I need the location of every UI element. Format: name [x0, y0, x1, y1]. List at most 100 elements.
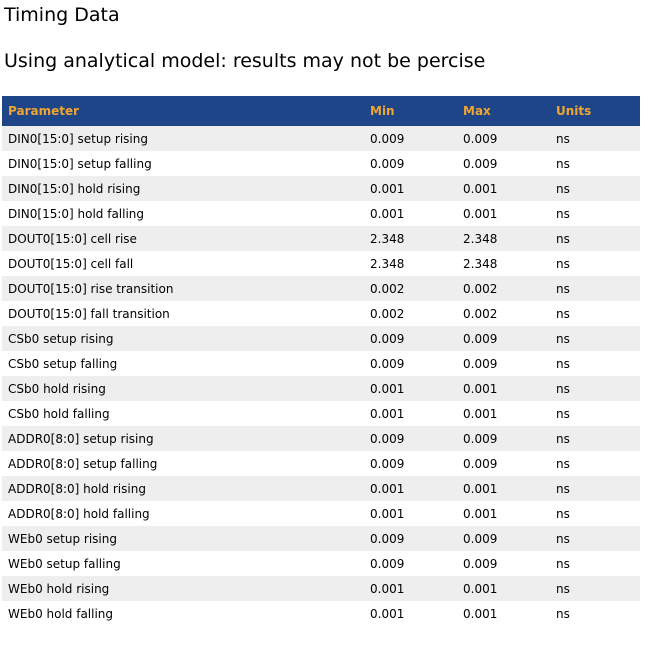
table-row: DOUT0[15:0] cell rise 2.348 2.348 ns	[2, 226, 640, 251]
table-row: DIN0[15:0] hold falling 0.001 0.001 ns	[2, 201, 640, 226]
table-cell: 2.348	[463, 256, 498, 271]
table-cell: WEb0 setup falling	[8, 556, 121, 571]
table-row: CSb0 hold rising 0.001 0.001 ns	[2, 376, 640, 401]
table-cell: 0.002	[463, 306, 498, 321]
table-cell: 0.009	[463, 356, 498, 371]
table-cell: 0.009	[370, 156, 405, 171]
table-cell: ns	[556, 256, 570, 271]
table-cell: ns	[550, 476, 640, 501]
table-cell: 0.009	[463, 556, 498, 571]
table-row: WEb0 setup rising 0.009 0.009 ns	[2, 526, 640, 551]
table-cell: 0.001	[364, 576, 457, 601]
table-cell: WEb0 hold rising	[2, 576, 364, 601]
table-cell: CSb0 setup rising	[2, 326, 364, 351]
table-row: DOUT0[15:0] fall transition 0.002 0.002 ns	[2, 301, 640, 326]
table-cell: 0.001	[370, 606, 405, 621]
table-cell: 0.009	[457, 426, 550, 451]
table-cell: CSb0 hold rising	[2, 376, 364, 401]
table-cell: ns	[550, 526, 640, 551]
table-cell: 2.348	[364, 226, 457, 251]
table-cell: 0.009	[457, 326, 550, 351]
table-row: DIN0[15:0] hold rising 0.001 0.001 ns	[2, 176, 640, 201]
table-cell: ns	[550, 276, 640, 301]
header-row: Parameter Min Max Units	[2, 96, 640, 126]
table-row: CSb0 setup falling 0.009 0.009 ns	[2, 351, 640, 376]
table-cell: ns	[550, 576, 640, 601]
table-cell: 0.009	[364, 326, 457, 351]
table-cell: ns	[550, 176, 640, 201]
table-cell: DIN0[15:0] setup falling	[8, 156, 152, 171]
table-cell: ns	[556, 156, 570, 171]
table-row: ADDR0[8:0] setup falling 0.009 0.009 ns	[2, 451, 640, 476]
table-cell: 0.009	[370, 556, 405, 571]
table-row: CSb0 hold falling 0.001 0.001 ns	[2, 401, 640, 426]
table-cell: WEb0 setup rising	[2, 526, 364, 551]
column-header: Min	[364, 96, 457, 126]
table-cell: ns	[556, 456, 570, 471]
table-cell: ns	[550, 226, 640, 251]
table-cell: ns	[556, 406, 570, 421]
table-cell: 0.001	[457, 476, 550, 501]
table-cell: ADDR0[8:0] hold rising	[2, 476, 364, 501]
table-row: DIN0[15:0] setup rising 0.009 0.009 ns	[2, 126, 640, 151]
table-cell: ns	[556, 556, 570, 571]
table-cell: 2.348	[370, 256, 405, 271]
table-cell: 0.001	[463, 506, 498, 521]
table-row: DOUT0[15:0] rise transition 0.002 0.002 ns	[2, 276, 640, 301]
table-cell: 0.001	[457, 176, 550, 201]
table-cell: 0.001	[364, 476, 457, 501]
table-cell: ns	[556, 356, 570, 371]
table-row: ADDR0[8:0] hold falling 0.001 0.001 ns	[2, 501, 640, 526]
table-cell: ADDR0[8:0] hold falling	[8, 506, 150, 521]
table-row: WEb0 hold falling 0.001 0.001 ns	[2, 601, 640, 626]
table-cell: 0.001	[463, 206, 498, 221]
column-header: Parameter	[2, 96, 364, 126]
table-cell: 0.001	[457, 576, 550, 601]
table-cell: ns	[550, 126, 640, 151]
table-cell: CSb0 hold falling	[8, 406, 110, 421]
column-header: Max	[457, 96, 550, 126]
table-cell: 0.009	[370, 356, 405, 371]
table-cell: 0.009	[457, 126, 550, 151]
table-cell: ns	[550, 376, 640, 401]
table-cell: 0.001	[463, 606, 498, 621]
table-cell: 0.001	[370, 406, 405, 421]
table-row: DOUT0[15:0] cell fall 2.348 2.348 ns	[2, 251, 640, 276]
table-cell: ADDR0[8:0] setup falling	[8, 456, 158, 471]
table-cell: CSb0 setup falling	[8, 356, 118, 371]
table-cell: 0.001	[457, 376, 550, 401]
table-cell: ADDR0[8:0] setup rising	[2, 426, 364, 451]
table-cell: ns	[550, 326, 640, 351]
table-cell: 0.009	[364, 526, 457, 551]
column-header: Units	[550, 96, 640, 126]
table-cell: ns	[556, 606, 570, 621]
table-cell: DOUT0[15:0] rise transition	[2, 276, 364, 301]
table-cell: DOUT0[15:0] fall transition	[8, 306, 170, 321]
table-cell: DIN0[15:0] hold rising	[2, 176, 364, 201]
table-body: DIN0[15:0] setup rising 0.009 0.009 ns DIN0[…	[2, 126, 640, 626]
table-cell: 0.001	[364, 376, 457, 401]
table-cell: ns	[556, 206, 570, 221]
table-cell: DOUT0[15:0] cell fall	[8, 256, 134, 271]
table-cell: 0.009	[364, 426, 457, 451]
table-cell: 0.001	[364, 176, 457, 201]
table-cell: DOUT0[15:0] cell rise	[2, 226, 364, 251]
table-cell: 0.009	[457, 526, 550, 551]
table-row: WEb0 setup falling 0.009 0.009 ns	[2, 551, 640, 576]
table-header: Parameter Min Max Units	[2, 96, 640, 126]
table-cell: 0.009	[364, 126, 457, 151]
table-cell: 0.002	[364, 276, 457, 301]
table-cell: 2.348	[457, 226, 550, 251]
table-row: WEb0 hold rising 0.001 0.001 ns	[2, 576, 640, 601]
table-cell: 0.009	[463, 156, 498, 171]
table-cell: ns	[556, 506, 570, 521]
table-cell: 0.002	[370, 306, 405, 321]
table-row: DIN0[15:0] setup falling 0.009 0.009 ns	[2, 151, 640, 176]
table-cell: 0.001	[370, 206, 405, 221]
table-cell: DIN0[15:0] setup rising	[2, 126, 364, 151]
table-cell: 0.009	[463, 456, 498, 471]
table-row: ADDR0[8:0] setup rising 0.009 0.009 ns	[2, 426, 640, 451]
table-cell: ns	[550, 426, 640, 451]
table-cell: 0.001	[370, 506, 405, 521]
